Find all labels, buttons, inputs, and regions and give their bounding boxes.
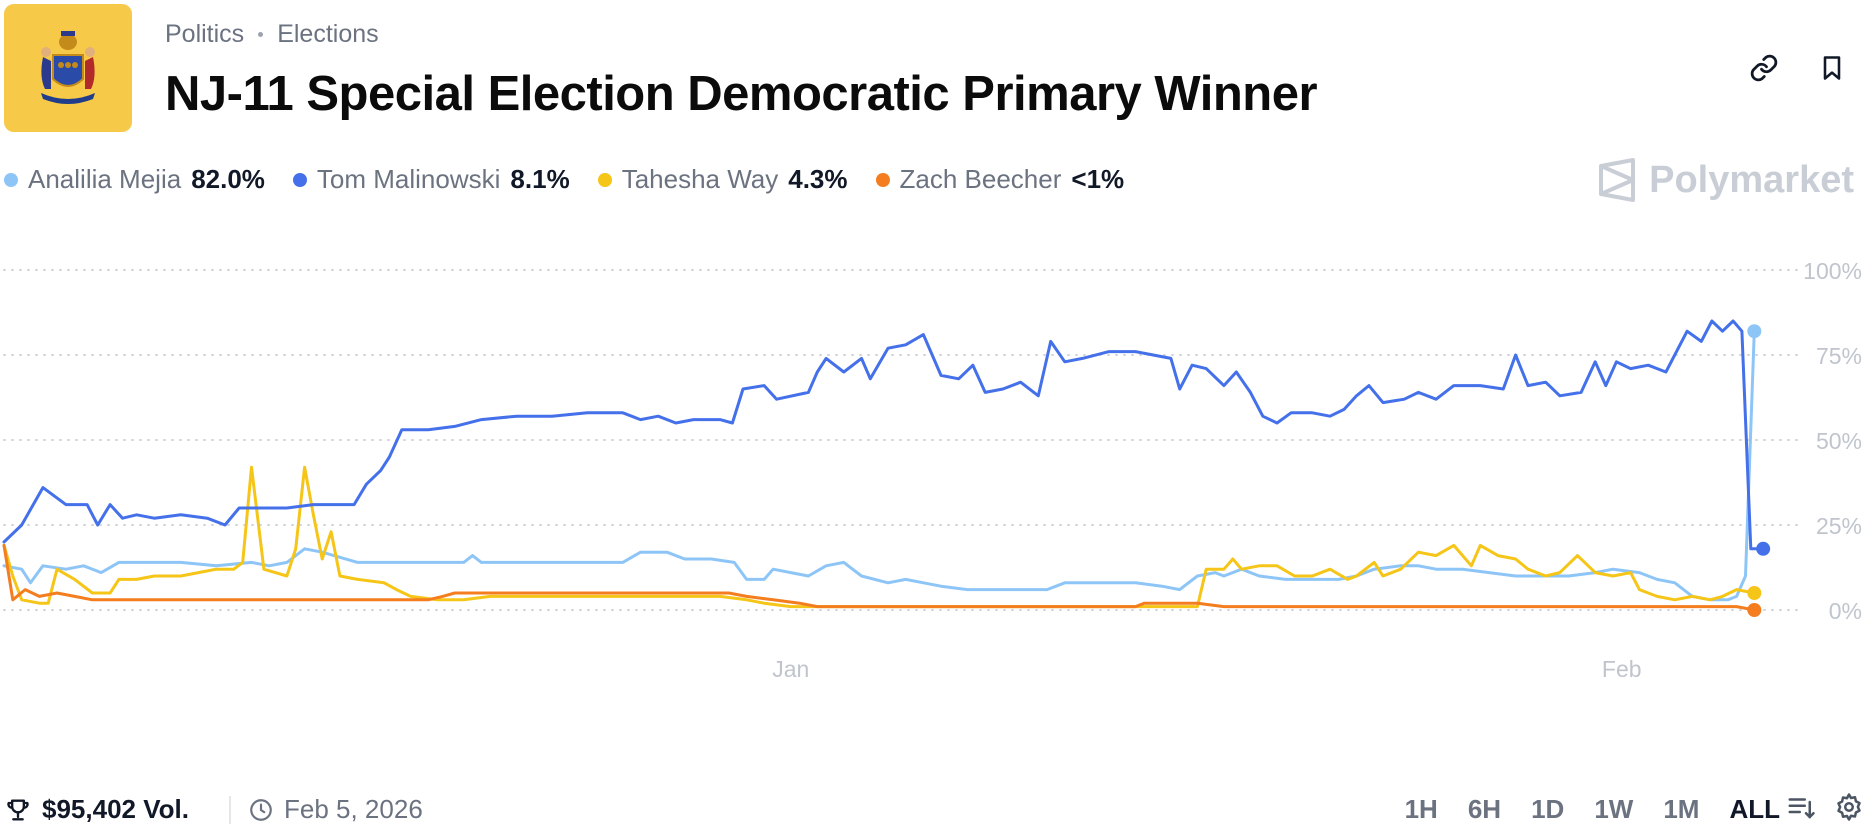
legend-color-dot <box>292 172 307 187</box>
legend-color-dot <box>875 172 890 187</box>
legend-item-tahesha-way[interactable]: Tahesha Way 4.3% <box>597 164 848 195</box>
series-line-tahesha-way[interactable] <box>2 465 1756 609</box>
new-jersey-state-seal-icon <box>41 31 95 104</box>
sort-filter-icon[interactable] <box>1786 792 1816 822</box>
endpoint-tom-malinowski <box>1756 541 1771 556</box>
legend-name: Tahesha Way <box>621 164 779 194</box>
market-header: Politics Elections NJ-11 Special Electio… <box>4 4 1864 132</box>
y-tick-label: 75% <box>1816 343 1862 369</box>
legend-name: Analilia Mejia <box>28 164 182 194</box>
chart-legend: Analilia Mejia 82.0% Tom Malinowski 8.1%… <box>4 164 1124 195</box>
range-1w[interactable]: 1W <box>1594 794 1634 824</box>
breadcrumb-elections[interactable]: Elections <box>277 20 379 48</box>
series-line-zach-beecher[interactable] <box>2 543 1756 612</box>
range-1h[interactable]: 1H <box>1404 794 1438 824</box>
x-tick-label: Feb <box>1602 656 1642 682</box>
legend-value: 82.0% <box>191 164 265 194</box>
header-actions <box>1746 50 1850 86</box>
footer-actions <box>1786 792 1864 822</box>
volume-text: $95,402 Vol. <box>42 794 189 824</box>
bookmark-icon <box>1823 56 1841 80</box>
price-chart[interactable]: 100% 75% 50% 25% 0% Jan Feb <box>0 240 1870 740</box>
trophy-icon <box>7 799 29 820</box>
legend-item-zach-beecher[interactable]: Zach Beecher <1% <box>875 164 1125 195</box>
series-line-analilia-mejia[interactable] <box>2 329 1756 602</box>
end-date: Feb 5, 2026 <box>248 794 423 825</box>
legend-item-tom-malinowski[interactable]: Tom Malinowski 8.1% <box>292 164 570 195</box>
range-6h[interactable]: 6H <box>1467 794 1502 824</box>
range-all[interactable]: ALL <box>1729 794 1780 824</box>
page-title: NJ-11 Special Election Democratic Primar… <box>165 67 1318 121</box>
legend-item-analilia-mejia[interactable]: Analilia Mejia 82.0% <box>4 164 265 195</box>
breadcrumb: Politics Elections <box>165 20 379 49</box>
volume-stat: $95,402 Vol. <box>4 794 189 825</box>
legend-color-dot <box>597 172 612 187</box>
clock-icon <box>250 798 272 821</box>
breadcrumb-separator <box>258 32 264 37</box>
settings-gear-icon[interactable] <box>1834 792 1864 822</box>
series-line-tom-malinowski[interactable] <box>2 319 1765 551</box>
breadcrumb-politics[interactable]: Politics <box>165 20 245 48</box>
link-icon <box>1750 54 1778 82</box>
footer-divider <box>229 796 231 824</box>
legend-color-dot <box>4 172 18 187</box>
bookmark-button[interactable] <box>1814 50 1850 86</box>
end-date-text: Feb 5, 2026 <box>284 794 423 824</box>
time-range-selector: 1H 6H 1D 1W 1M ALL <box>1405 794 1780 825</box>
y-tick-label: 50% <box>1816 428 1862 454</box>
endpoint-zach-beecher <box>1747 603 1762 617</box>
watermark-text: Polymarket <box>1649 158 1854 201</box>
range-1d[interactable]: 1D <box>1531 794 1565 824</box>
x-tick-label: Jan <box>772 656 809 682</box>
market-logo[interactable] <box>4 4 132 132</box>
y-tick-label: 25% <box>1816 513 1862 539</box>
legend-value: 8.1% <box>510 164 570 194</box>
copy-link-button[interactable] <box>1746 50 1782 86</box>
endpoint-tahesha-way <box>1747 586 1762 600</box>
y-tick-label: 0% <box>1829 598 1862 624</box>
legend-value: <1% <box>1071 164 1125 194</box>
endpoint-analilia-mejia <box>1747 324 1762 339</box>
legend-value: 4.3% <box>788 164 848 194</box>
polymarket-watermark: Polymarket <box>1597 158 1854 202</box>
chart-footer: $95,402 Vol. Feb 5, 2026 1H 6H 1D 1W 1M … <box>0 790 1870 832</box>
y-tick-label: 100% <box>1803 258 1862 284</box>
legend-name: Tom Malinowski <box>316 164 501 194</box>
legend-name: Zach Beecher <box>899 164 1062 194</box>
range-1m[interactable]: 1M <box>1663 794 1700 824</box>
polymarket-logo-icon <box>1599 158 1636 202</box>
